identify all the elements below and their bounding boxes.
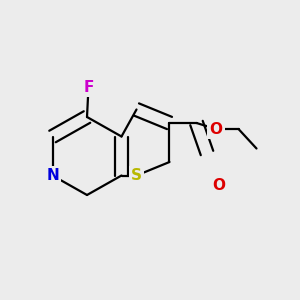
Text: N: N <box>46 168 59 183</box>
Text: O: O <box>209 122 223 136</box>
Text: F: F <box>83 80 94 94</box>
Text: O: O <box>212 178 226 194</box>
Text: S: S <box>131 168 142 183</box>
